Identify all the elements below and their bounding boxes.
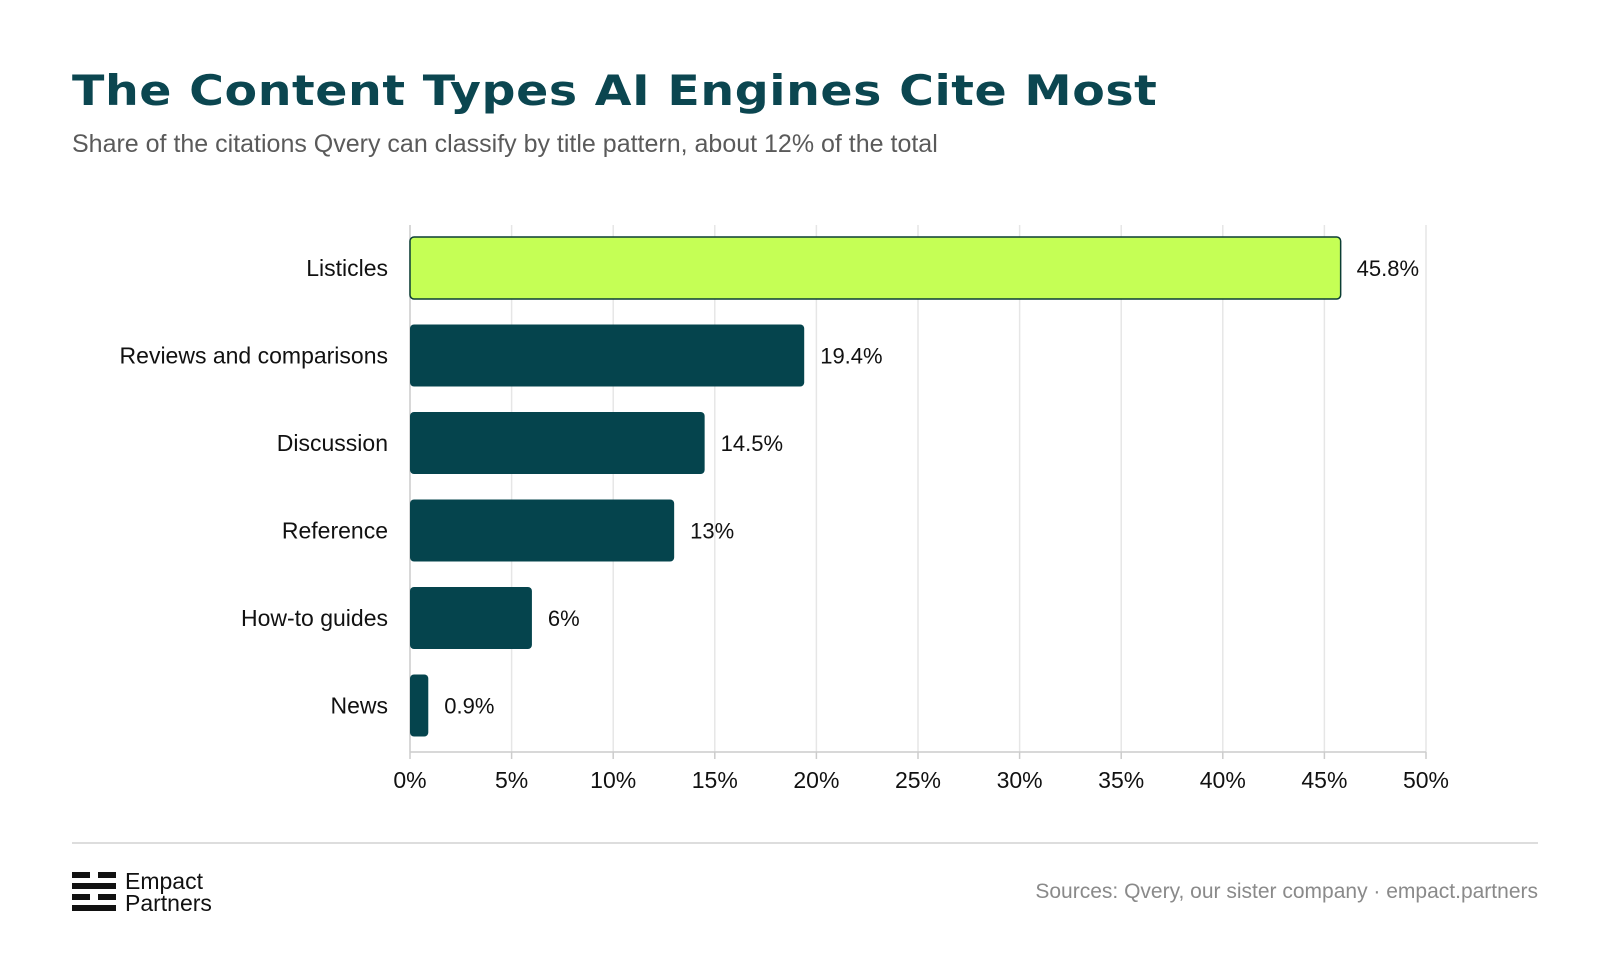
bars bbox=[409, 236, 1342, 737]
value-label: 0.9% bbox=[444, 694, 494, 719]
category-label: How-to guides bbox=[241, 605, 388, 631]
value-label: 45.8% bbox=[1357, 256, 1419, 281]
chart-subtitle: Share of the citations Qvery can classif… bbox=[72, 130, 938, 158]
category-label: Listicles bbox=[306, 255, 388, 281]
x-tick-label: 0% bbox=[393, 767, 426, 793]
category-label: News bbox=[330, 693, 388, 719]
x-tick-label: 35% bbox=[1098, 767, 1144, 793]
axes bbox=[409, 225, 1427, 759]
value-label: 13% bbox=[690, 519, 734, 544]
x-tick-label: 20% bbox=[793, 767, 839, 793]
bar bbox=[410, 587, 532, 649]
bar bbox=[410, 412, 705, 474]
value-label: 6% bbox=[548, 606, 580, 631]
x-tick-label: 40% bbox=[1200, 767, 1246, 793]
logo-wordmark: Empact Partners bbox=[125, 868, 212, 916]
x-tick-label: 25% bbox=[895, 767, 941, 793]
footer-divider bbox=[72, 842, 1538, 844]
bar bbox=[410, 324, 805, 387]
brand-logo: Empact Partners bbox=[72, 868, 212, 916]
x-tick-label: 50% bbox=[1403, 767, 1449, 793]
category-label: Reviews and comparisons bbox=[120, 343, 388, 369]
bar bbox=[410, 674, 429, 737]
value-label: 14.5% bbox=[721, 431, 783, 456]
x-tick-label: 15% bbox=[692, 767, 738, 793]
x-tick-label: 10% bbox=[590, 767, 636, 793]
x-tick-label: 45% bbox=[1301, 767, 1347, 793]
gridlines bbox=[510, 225, 1427, 752]
logo-line-1: Empact bbox=[125, 868, 203, 894]
logo-mark-icon bbox=[72, 872, 116, 911]
logo-line-2: Partners bbox=[125, 890, 212, 916]
category-label: Discussion bbox=[277, 430, 388, 456]
labels: 0% 5% 10% 15% 20% 25% 30% 35% 40% 45% 50% Listicles… bbox=[120, 255, 1449, 793]
sources-note: Sources: Qvery, our sister company · emp… bbox=[1035, 880, 1538, 903]
value-label: 19.4% bbox=[820, 344, 882, 369]
category-label: Reference bbox=[282, 518, 388, 544]
x-tick-label: 30% bbox=[997, 767, 1043, 793]
bar bbox=[410, 499, 675, 562]
bar bbox=[409, 236, 1342, 300]
x-tick-label: 5% bbox=[495, 767, 528, 793]
chart-title: The Content Types AI Engines Cite Most bbox=[72, 66, 1158, 115]
